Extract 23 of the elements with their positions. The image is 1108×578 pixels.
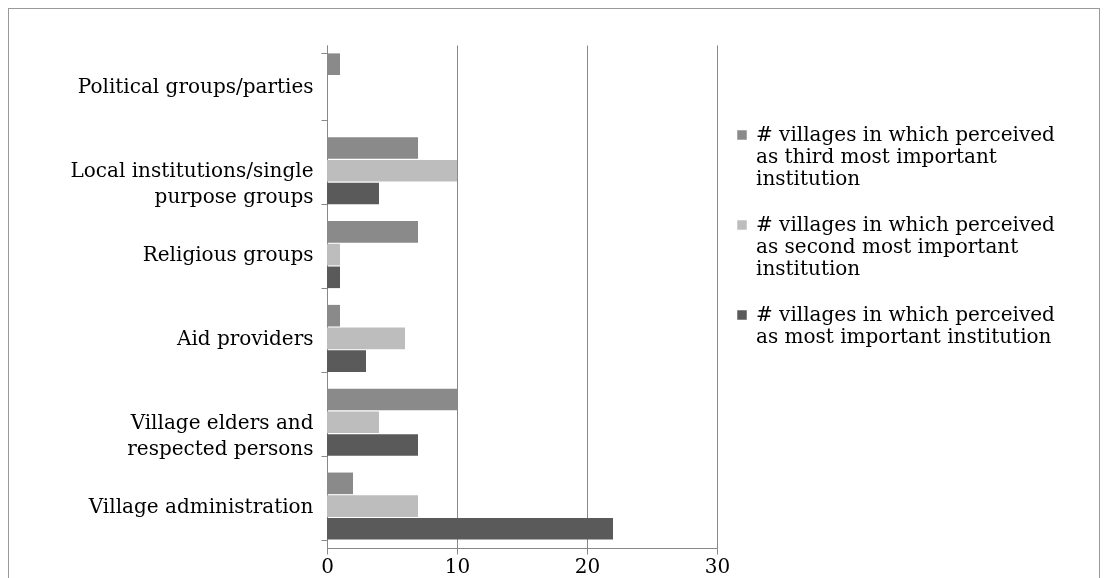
x-tick-label: 20	[574, 553, 601, 578]
y-tick-label: Religious groups	[142, 242, 314, 267]
y-tick-label: Village administration	[87, 493, 314, 518]
y-tick-label: Village elders and respected persons	[127, 409, 314, 460]
bar	[327, 434, 418, 456]
bar	[327, 243, 340, 266]
legend-label: # villages in which perceived as third most important institution	[756, 122, 1056, 190]
y-tick-label: Local institutions/single purpose groups	[70, 158, 314, 209]
bar	[327, 350, 366, 372]
bar	[327, 411, 379, 434]
legend-label: # villages in which perceived as most important institution	[756, 302, 1056, 348]
bar	[327, 495, 418, 517]
y-tick-label: Political groups/parties	[77, 74, 314, 99]
bar	[327, 518, 613, 540]
x-tick-label: 30	[704, 553, 731, 578]
bar	[327, 182, 379, 205]
bar	[327, 327, 405, 350]
bar	[327, 159, 457, 182]
bar	[327, 266, 340, 289]
y-tick-label: Aid providers	[175, 325, 314, 350]
legend-label: # villages in which perceived as second most important institution	[756, 212, 1056, 280]
x-tick-label: 0	[321, 553, 334, 578]
x-tick-label: 10	[444, 553, 471, 578]
